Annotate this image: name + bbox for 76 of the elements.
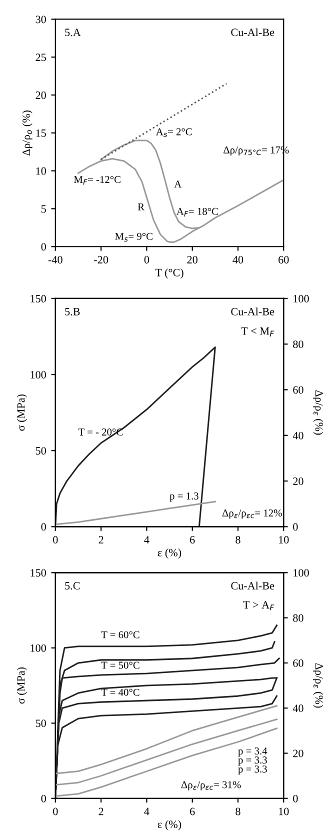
- y-tick-label: 0: [41, 243, 46, 251]
- annotation: T = 40°C: [101, 688, 140, 696]
- x-tick-label: 0: [53, 808, 58, 816]
- annotation: 5.A: [65, 28, 81, 36]
- y-tick-label: 100: [30, 370, 46, 378]
- x-tick-label: 4: [144, 808, 150, 816]
- annotation: Δρ$_{ε}$/ρ$_{εc}$= 31%: [181, 781, 241, 790]
- y2-tick-label: 40: [292, 704, 304, 712]
- x-axis-title: T (°C): [155, 268, 184, 279]
- annotation: 5.B: [65, 308, 80, 316]
- y2-tick-label: 100: [294, 569, 309, 577]
- y-tick-label: 0: [41, 523, 46, 531]
- y-tick-label: 20: [36, 91, 46, 99]
- annotation: T < M$_{F}$: [241, 327, 274, 336]
- annotation: R: [138, 203, 145, 210]
- x-tick-label: 10: [279, 808, 289, 816]
- x-tick-label: 4: [144, 536, 150, 544]
- y2-tick-label: 20: [293, 750, 304, 758]
- x-tick-label: 20: [187, 256, 198, 264]
- annotation: A$_{s}$= 2°C: [156, 128, 192, 138]
- y-tick-label: 30: [36, 16, 46, 24]
- annotation: Cu-Al-Be: [231, 308, 274, 316]
- y2-tick-label: 80: [293, 614, 304, 622]
- y2-tick-label: 0: [293, 523, 298, 531]
- annotation: Cu-Al-Be: [231, 28, 274, 36]
- y2-tick-label: 40: [292, 432, 304, 440]
- y2-axis-title: Δρ/ρ$_{ε}$ (%): [313, 663, 324, 708]
- y-tick-label: 15: [36, 129, 46, 137]
- y2-tick-label: 60: [293, 659, 304, 667]
- y-tick-label: 100: [30, 644, 46, 652]
- annotation: T = 50°C: [101, 662, 140, 669]
- y-axis-title: σ (MPa): [16, 394, 27, 431]
- x-tick-label: 40: [232, 256, 244, 264]
- y2-axis-title: Δρ/ρ$_{ε}$ (%): [313, 390, 324, 435]
- y-axis-title: Δρ/ρ$_{o}$ (%): [22, 110, 32, 156]
- y-axis-title: σ (MPa): [16, 667, 27, 704]
- x-tick-label: -40: [48, 256, 62, 264]
- annotation: A: [174, 180, 182, 188]
- x-tick-label: 10: [279, 536, 289, 544]
- x-tick-label: 8: [236, 536, 240, 544]
- y2-tick-label: 60: [293, 386, 304, 394]
- annotation: p = 3.3: [238, 766, 267, 775]
- annotation: M$_{s}$= 9°C: [115, 232, 152, 242]
- x-tick-label: 2: [98, 808, 104, 816]
- x-tick-label: 60: [278, 256, 289, 264]
- annotation: Δρ$_{ε}$/ρ$_{εc}$= 12%: [222, 509, 282, 519]
- x-tick-label: 0: [53, 536, 58, 544]
- x-tick-label: 6: [190, 536, 195, 544]
- y-tick-label: 5: [41, 205, 46, 213]
- y-tick-label: 10: [36, 167, 46, 175]
- annotation: 5.C: [65, 582, 80, 590]
- x-tick-label: -20: [94, 256, 108, 264]
- y2-tick-label: 80: [293, 340, 304, 348]
- annotation: Cu-Al-Be: [231, 582, 274, 590]
- y-tick-label: 50: [36, 720, 46, 728]
- x-tick-label: 8: [236, 808, 240, 816]
- x-axis-title: ε (%): [158, 820, 182, 830]
- y-tick-label: 150: [30, 294, 46, 302]
- annotation: M$_{F}$= -12°C: [74, 176, 120, 185]
- x-tick-label: 6: [190, 808, 195, 816]
- annotation: A$_{F}$= 18°C: [176, 208, 218, 216]
- y-tick-label: 50: [36, 447, 46, 455]
- annotation: p = 3.4: [238, 748, 268, 757]
- y2-tick-label: 100: [294, 294, 309, 302]
- y-tick-label: 150: [30, 569, 46, 577]
- y-tick-label: 0: [41, 794, 46, 802]
- annotation: p = 1.3: [170, 492, 198, 502]
- annotation: T = 60°C: [101, 631, 140, 638]
- annotation: p = 3.3: [238, 756, 267, 766]
- y2-tick-label: 0: [293, 794, 298, 802]
- y2-tick-label: 20: [293, 478, 304, 485]
- annotation: T > A$_{F}$: [243, 601, 274, 610]
- x-axis-title: ε (%): [158, 548, 182, 559]
- x-tick-label: 2: [98, 536, 104, 544]
- y-tick-label: 25: [36, 54, 46, 62]
- x-tick-label: 0: [144, 256, 150, 264]
